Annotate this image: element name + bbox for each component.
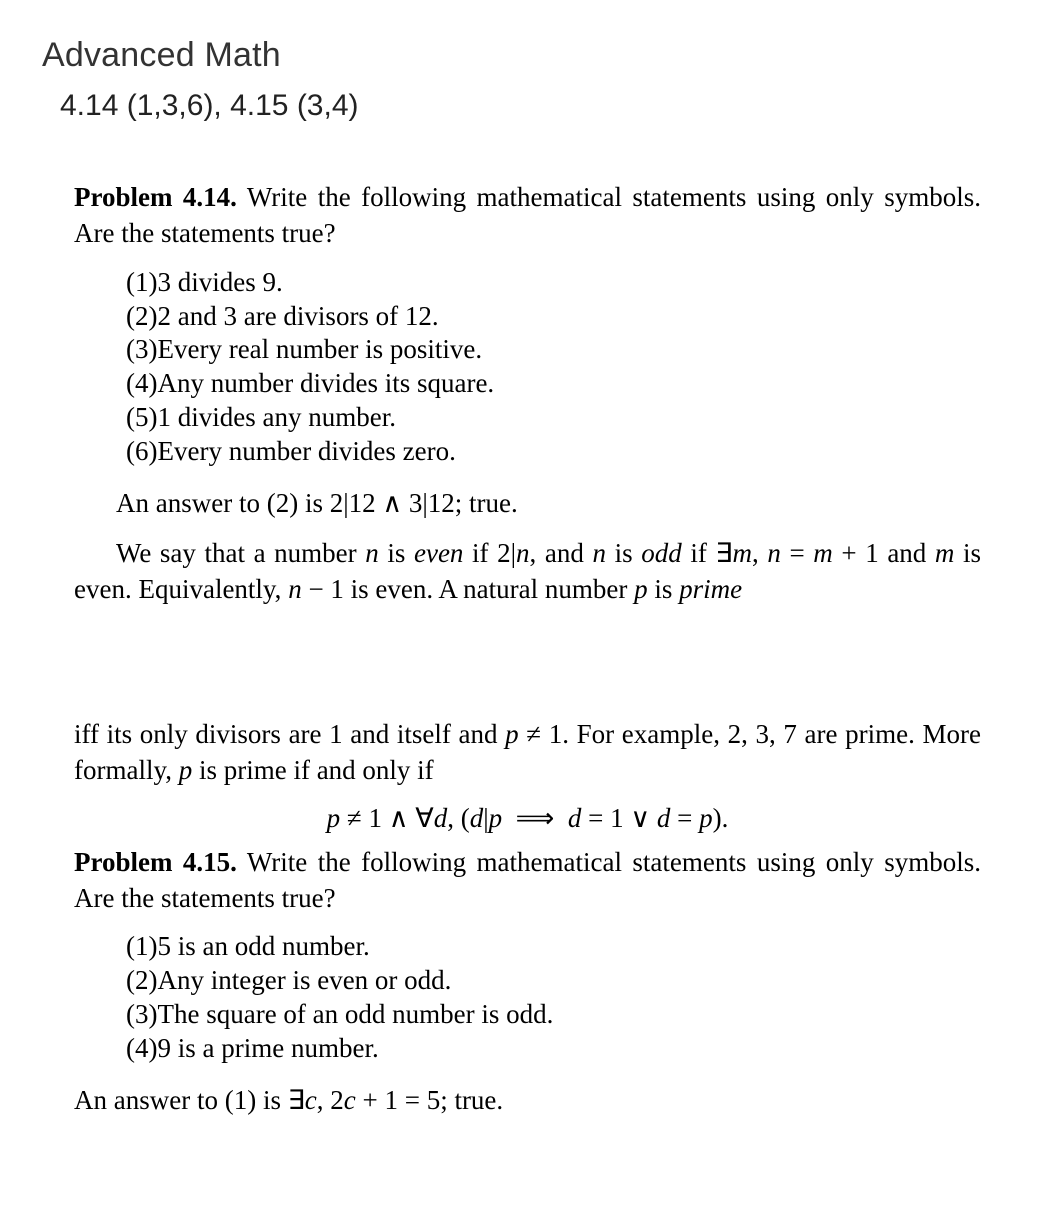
item-text: 3 divides 9. [157, 267, 282, 297]
list-item: (1) 5 is an odd number. [126, 930, 981, 964]
item-text: Every number divides zero. [157, 436, 455, 466]
item-text: 2 and 3 are divisors of 12. [157, 301, 438, 331]
list-item: (2) Any integer is even or odd. [126, 964, 981, 998]
problem-4-15-items: (1) 5 is an odd number. (2) Any integer … [126, 930, 981, 1065]
answer-4-14-2: An answer to (2) is 2|12 ∧ 3|12; true. [74, 486, 981, 522]
prime-definition: iff its only divisors are 1 and itself a… [74, 717, 981, 788]
list-item: (6) Every number divides zero. [126, 435, 981, 469]
list-item: (4) Any number divides its square. [126, 367, 981, 401]
list-item: (2) 2 and 3 are divisors of 12. [126, 300, 981, 334]
assignment-heading: 4.14 (1,3,6), 4.15 (3,4) [60, 89, 1003, 123]
content: Problem 4.14. Write the following mathem… [74, 179, 981, 1119]
list-item: (3) The square of an odd number is odd. [126, 998, 981, 1032]
prime-formula: p ≠ 1 ∧ ∀d, (d|p ⟹ d = 1 ∨ d = p). [74, 803, 981, 834]
even-odd-definition: We say that a number n is even if 2|n, a… [74, 536, 981, 607]
item-text: Any number divides its square. [157, 368, 494, 398]
problem-4-14-items: (1) 3 divides 9. (2) 2 and 3 are divisor… [126, 266, 981, 469]
problem-4-14-statement: Problem 4.14. Write the following mathem… [74, 179, 981, 252]
item-text: 9 is a prime number. [157, 1033, 378, 1063]
item-text: The square of an odd number is odd. [157, 999, 553, 1029]
list-item: (4) 9 is a prime number. [126, 1032, 981, 1066]
problem-4-14-label: Problem 4.14. [74, 182, 237, 212]
answer-4-15-1: An answer to (1) is ∃c, 2c + 1 = 5; true… [74, 1083, 981, 1119]
item-text: Every real number is positive. [157, 334, 482, 364]
list-item: (3) Every real number is positive. [126, 333, 981, 367]
problem-4-15-label: Problem 4.15. [74, 847, 237, 877]
page: Advanced Math 4.14 (1,3,6), 4.15 (3,4) P… [0, 0, 1045, 1173]
item-text: 1 divides any number. [157, 402, 395, 432]
item-text: 5 is an odd number. [157, 931, 369, 961]
problem-4-15-statement: Problem 4.15. Write the following mathem… [74, 844, 981, 917]
item-text: Any integer is even or odd. [157, 965, 451, 995]
list-item: (1) 3 divides 9. [126, 266, 981, 300]
category-heading: Advanced Math [42, 36, 1003, 75]
list-item: (5) 1 divides any number. [126, 401, 981, 435]
page-break-gap [74, 621, 981, 717]
